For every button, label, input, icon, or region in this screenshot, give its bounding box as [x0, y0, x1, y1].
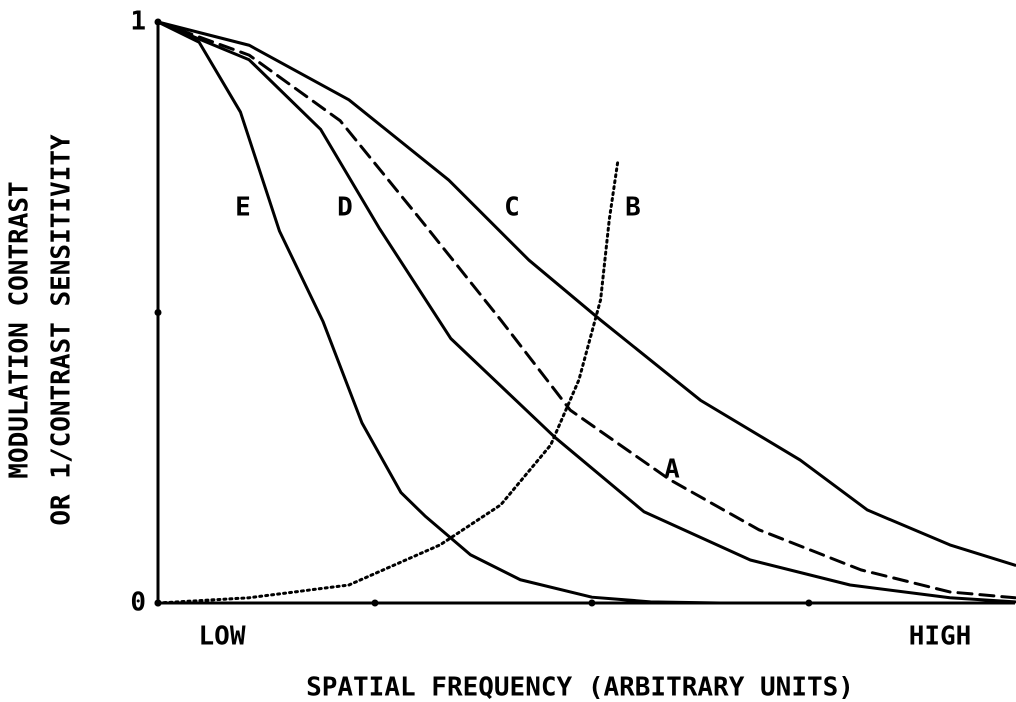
curve	[156, 158, 620, 605]
x-axis-label: SPATIAL FREQUENCY (ARBITRARY UNITS)	[306, 673, 854, 702]
curve	[156, 20, 1016, 604]
curve-label: C	[504, 193, 520, 223]
x-tick	[371, 599, 379, 607]
y-tick-label: 0	[130, 588, 146, 618]
x-low-label: LOW	[199, 622, 246, 652]
y-tick-label: 1	[130, 7, 146, 37]
y-axis-label: OR 1/CONTRAST SENSITIVITY	[47, 134, 77, 526]
curve-label: A	[664, 455, 680, 485]
y-axis-label: MODULATION CONTRAST	[5, 181, 35, 478]
x-tick	[588, 599, 596, 607]
curve	[156, 20, 1016, 600]
curve	[156, 20, 722, 605]
curve-label: B	[625, 193, 641, 223]
curve-label: E	[235, 193, 251, 223]
x-high-label: HIGH	[909, 622, 972, 652]
y-tick	[154, 309, 162, 316]
curve	[156, 20, 1016, 567]
curve-label: D	[337, 193, 353, 223]
x-tick	[805, 599, 813, 607]
